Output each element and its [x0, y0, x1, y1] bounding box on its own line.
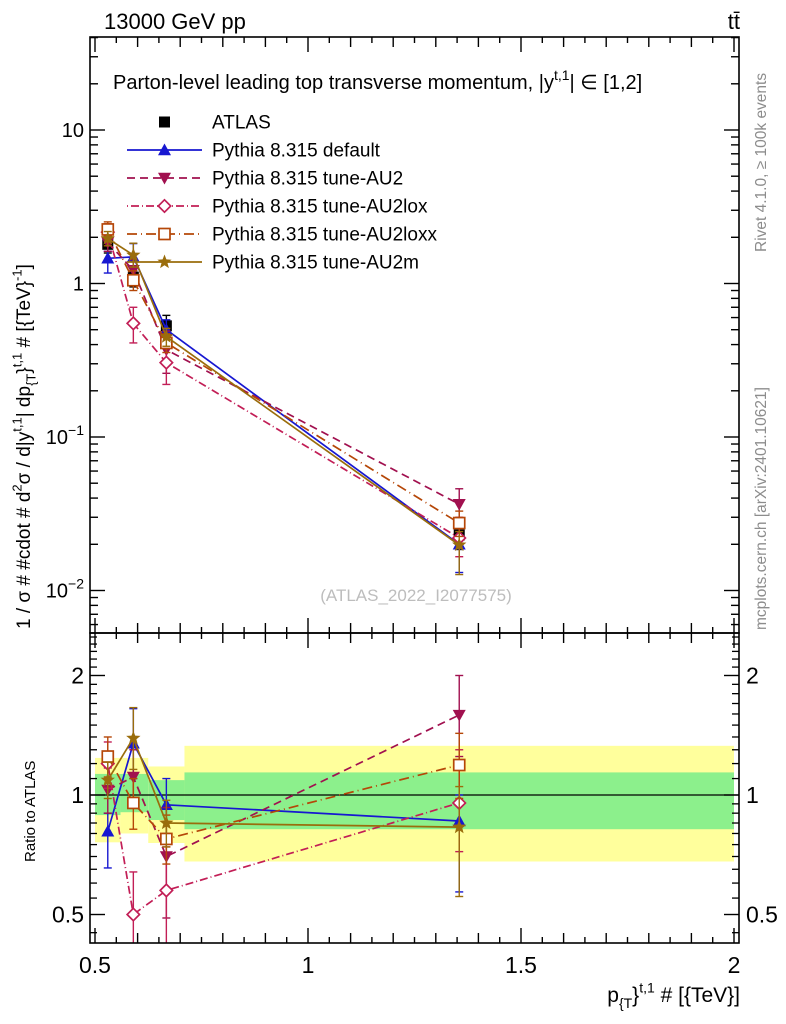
legend-item-tune-AU2lox: Pythia 8.315 tune-AU2lox — [127, 197, 428, 218]
legend-label: Pythia 8.315 tune-AU2loxx — [212, 225, 437, 246]
ratio-y-axis-ticks — [90, 636, 739, 934]
main-y-tick-label: 10 — [62, 120, 84, 142]
x-tick-label: 2 — [728, 952, 741, 978]
main-y-tick-label: 10−2 — [46, 576, 84, 603]
series-tune-AU2-main — [101, 233, 466, 521]
series-tune-AU2lox-main — [100, 223, 467, 558]
plot-title: Parton-level leading top transverse mome… — [113, 67, 642, 94]
x-axis-tick-labels: 0.5 1 1.5 2 — [79, 952, 740, 978]
legend-item-ATLAS: ATLAS — [159, 113, 271, 134]
x-tick-label: 1 — [302, 952, 315, 978]
legend-item-tune-AU2loxx: Pythia 8.315 tune-AU2loxx — [127, 225, 437, 246]
ratio-y-tick-label-right: 0.5 — [746, 902, 778, 928]
main-y-tick-label: 1 — [73, 274, 84, 296]
legend-label: Pythia 8.315 tune-AU2 — [212, 169, 403, 190]
ratio-y-tick-label-right: 2 — [746, 662, 759, 688]
legend-item-default: Pythia 8.315 default — [127, 141, 381, 162]
x-axis-title: p{T}t,1 # [{TeV}] — [607, 980, 740, 1011]
plot-title-text: Parton-level leading top transverse mome… — [113, 67, 642, 94]
ratio-y-tick-label-left: 1 — [71, 782, 84, 808]
main-y-axis-tick-labels: 10 1 10−1 10−2 — [46, 120, 84, 603]
series-tune-AU2m-ratio — [100, 706, 467, 898]
series-default-main — [101, 242, 466, 574]
main-y-tick-label: 10−1 — [46, 422, 84, 449]
x-axis-title-text: p{T}t,1 # [{TeV}] — [607, 980, 740, 1011]
main-y-axis-ticks — [90, 36, 739, 626]
main-y-axis-title-text: 1 / σ # #cdot # d2σ / d|yt,1| dp{T}t,1 #… — [9, 264, 38, 629]
ratio-y-tick-label-left: 2 — [71, 662, 84, 688]
legend: ATLAS Pythia 8.315 default Pythia 8.315 tu… — [127, 113, 437, 274]
x-tick-label: 1.5 — [505, 952, 537, 978]
beam-energy-label: 13000 GeV pp — [104, 9, 246, 34]
x-tick-label: 0.5 — [79, 952, 111, 978]
rivet-version-note: Rivet 4.1.0, ≥ 100k events — [753, 72, 770, 252]
legend-label: Pythia 8.315 tune-AU2m — [212, 253, 419, 274]
uncertainty-bands — [95, 745, 734, 862]
x-axis-ticks — [94, 37, 735, 943]
ratio-y-axis-tick-labels: 2 2 1 1 0.5 0.5 — [52, 662, 778, 927]
process-label: tt̄ — [727, 9, 740, 34]
legend-label: Pythia 8.315 default — [212, 141, 381, 162]
mcplots-reference-note: mcplots.cern.ch [arXiv:2401.10621] — [753, 387, 770, 630]
ratio-y-axis-title: Ratio to ATLAS — [22, 760, 39, 862]
legend-label: Pythia 8.315 tune-AU2lox — [212, 197, 428, 218]
legend-label: ATLAS — [212, 113, 271, 134]
main-y-axis-title: 1 / σ # #cdot # d2σ / d|yt,1| dp{T}t,1 #… — [9, 264, 38, 629]
ratio-y-tick-label-left: 0.5 — [52, 902, 84, 928]
legend-item-tune-AU2m: Pythia 8.315 tune-AU2m — [127, 253, 419, 274]
analysis-id-watermark: (ATLAS_2022_I2077575) — [320, 586, 512, 605]
series-ATLAS-main — [102, 234, 465, 551]
legend-item-tune-AU2: Pythia 8.315 tune-AU2 — [127, 169, 403, 190]
series-tune-AU2m-main — [100, 230, 467, 576]
ratio-y-tick-label-right: 1 — [746, 782, 759, 808]
